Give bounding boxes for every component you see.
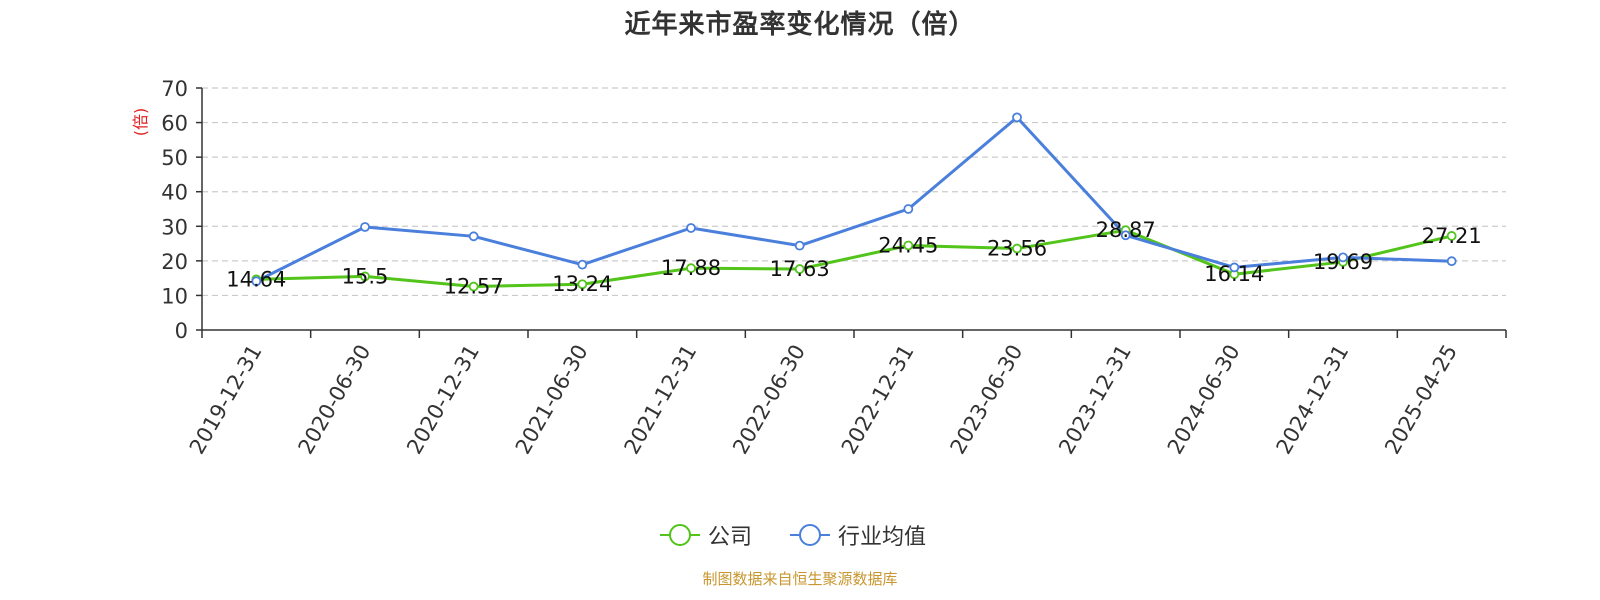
x-tick-label: 2021-06-30 — [511, 341, 593, 459]
y-tick-label: 30 — [161, 215, 188, 239]
data-label: 17.63 — [770, 257, 830, 281]
data-point-1 — [251, 276, 262, 287]
legend-label-industry-average: 行业均值 — [838, 525, 927, 550]
data-label: 17.88 — [661, 256, 721, 280]
data-point-1 — [1012, 112, 1022, 123]
data-label: 27.21 — [1422, 224, 1482, 248]
data-point-1 — [577, 259, 588, 270]
legend-item-company[interactable]: 公司 — [660, 520, 752, 550]
x-tick-label: 2019-12-31 — [185, 341, 267, 459]
series-line-1 — [255, 115, 1452, 283]
data-point-1 — [1446, 256, 1457, 267]
x-tick-label: 2023-12-31 — [1054, 341, 1136, 459]
data-label: 13.24 — [552, 272, 612, 296]
x-tick-label: 2025-04-25 — [1380, 341, 1462, 459]
data-point-1 — [1338, 252, 1348, 263]
y-tick-label: 60 — [161, 112, 188, 136]
data-label: 15.5 — [342, 264, 389, 288]
data-point-0 — [577, 279, 588, 290]
y-axis-label: (倍) — [131, 108, 150, 137]
y-tick-label: 10 — [161, 284, 188, 308]
x-tick-label: 2022-12-31 — [837, 340, 919, 458]
data-label: 19.69 — [1313, 250, 1373, 274]
legend-marker-company — [660, 524, 700, 546]
data-point-0 — [903, 240, 914, 251]
legend-item-industry-average[interactable]: 行业均值 — [790, 520, 926, 550]
data-point-1 — [686, 223, 696, 233]
x-tick-label: 2020-12-31 — [402, 340, 484, 458]
data-label: 14.64 — [226, 267, 286, 291]
series-line-0 — [256, 228, 1453, 289]
data-labels: 14.64 15.5 12.57 13.24 17.88 17.63 24.45 23.56 2… — [226, 218, 1481, 298]
data-point-1 — [903, 204, 914, 214]
data-point-1 — [1229, 262, 1240, 273]
data-point-1 — [794, 240, 805, 251]
y-tick-label: 70 — [161, 77, 188, 101]
x-tick-label: 2024-06-30 — [1163, 341, 1245, 459]
data-point-0 — [468, 281, 479, 292]
chart-title: 近年来市盈率变化情况（倍） — [624, 10, 976, 40]
x-tick-label: 2022-06-30 — [728, 341, 810, 459]
x-tick-label: 2020-06-30 — [294, 341, 376, 459]
data-label: 24.45 — [878, 233, 938, 257]
data-point-0 — [360, 271, 370, 282]
legend-marker-industry-average — [790, 524, 830, 546]
source-note: 制图数据来自恒生聚源数据库 — [702, 570, 898, 588]
data-point-0 — [794, 264, 805, 274]
data-point-0 — [1012, 243, 1022, 254]
data-label: 23.56 — [987, 237, 1047, 261]
y-tick-label: 0 — [175, 319, 188, 343]
x-tick-label: 2021-12-31 — [620, 341, 702, 459]
series-layer — [251, 112, 1457, 292]
y-tick-label: 40 — [161, 181, 188, 205]
data-label: 28.87 — [1096, 218, 1156, 242]
data-point-0 — [686, 263, 696, 274]
data-point-0 — [1446, 231, 1457, 241]
data-point-1 — [468, 231, 479, 242]
legend-label-company: 公司 — [708, 525, 753, 550]
data-label: 16.14 — [1204, 262, 1264, 286]
y-tick-label: 20 — [161, 250, 188, 274]
data-point-1 — [1120, 230, 1131, 241]
y-tick-label: 50 — [161, 146, 188, 170]
data-point-1 — [360, 222, 370, 232]
x-tick-label: 2024-12-31 — [1272, 341, 1354, 459]
data-label: 12.57 — [444, 275, 504, 299]
x-tick-label: 2023-06-30 — [946, 341, 1028, 459]
